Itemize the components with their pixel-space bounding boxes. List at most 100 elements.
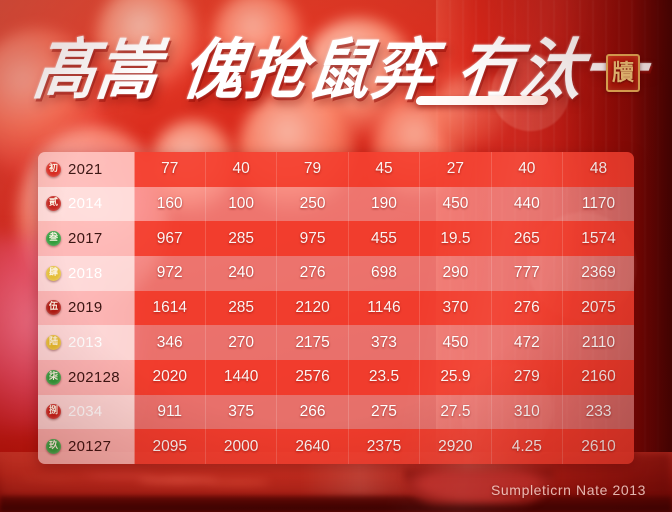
data-table-body: 初 2021 77 40 79 45 27 40 48 贰 2014 160 100 250 190 450 4… xyxy=(38,152,634,464)
table-row-year: 2013 xyxy=(68,334,103,352)
badge-icon-green: 柒 xyxy=(46,369,61,385)
table-cell: 373 xyxy=(348,325,421,360)
table-row-label-cell: 柒 202128 xyxy=(38,359,135,395)
data-table: 初 2021 77 40 79 45 27 40 48 贰 2014 160 100 250 190 450 4… xyxy=(38,152,634,464)
table-cell: 270 xyxy=(205,325,278,360)
page-title: 髙嵩 傀抢鼠弈 冇汰一 xyxy=(29,30,651,109)
table-row-year: 202128 xyxy=(68,368,120,386)
table-row-year: 2018 xyxy=(68,264,103,282)
table-cell: 967 xyxy=(134,221,206,256)
table-cell: 1574 xyxy=(562,221,634,256)
table-cell: 472 xyxy=(491,325,564,360)
table-cell: 19.5 xyxy=(419,221,492,256)
table-row-label-cell: 初 2021 xyxy=(38,152,135,187)
table-cell: 375 xyxy=(205,394,278,430)
table-row[interactable]: 初 2021 77 40 79 45 27 40 48 xyxy=(38,152,634,187)
table-cell: 370 xyxy=(419,290,492,326)
badge-icon-green: 叁 xyxy=(46,231,61,247)
table-cell: 275 xyxy=(348,394,421,430)
table-cell: 4.25 xyxy=(491,429,564,464)
lantern-blur-3 xyxy=(212,0,304,88)
table-row[interactable]: 柒 202128 2020 1440 2576 23.5 25.9 279 2160 xyxy=(38,359,634,395)
table-row-label-cell: 肆 2018 xyxy=(38,255,135,291)
table-cell: 79 xyxy=(276,152,349,187)
badge-icon-red: 贰 xyxy=(46,196,61,212)
table-row[interactable]: 叁 2017 967 285 975 455 19.5 265 1574 xyxy=(38,221,634,256)
table-cell: 2120 xyxy=(276,290,349,326)
table-cell: 265 xyxy=(491,221,564,256)
table-cell: 48 xyxy=(562,152,634,187)
table-cell: 2920 xyxy=(419,429,492,464)
table-cell: 77 xyxy=(134,152,206,187)
table-row-label-cell: 捌 2034 xyxy=(38,394,135,430)
table-cell: 698 xyxy=(348,255,421,291)
table-cell: 240 xyxy=(205,255,278,291)
table-cell: 40 xyxy=(205,152,278,187)
table-cell: 250 xyxy=(276,186,349,222)
table-cell: 777 xyxy=(491,255,564,291)
table-row[interactable]: 玖 20127 2095 2000 2640 2375 2920 4.25 2610 xyxy=(38,429,634,464)
table-cell: 2095 xyxy=(134,429,206,464)
table-cell: 2175 xyxy=(276,325,349,360)
lantern-blur-2 xyxy=(96,0,200,94)
data-table-container[interactable]: 初 2021 77 40 79 45 27 40 48 贰 2014 160 100 250 190 450 4… xyxy=(38,152,634,464)
table-row[interactable]: 捌 2034 911 375 266 275 27.5 310 233 xyxy=(38,394,634,430)
table-cell: 2110 xyxy=(562,325,634,360)
table-cell: 276 xyxy=(276,255,349,291)
table-cell: 911 xyxy=(134,394,206,430)
table-cell: 450 xyxy=(419,325,492,360)
table-cell: 2020 xyxy=(134,359,206,395)
table-cell: 290 xyxy=(419,255,492,291)
badge-icon-darkred: 伍 xyxy=(46,300,61,316)
table-cell: 2375 xyxy=(348,429,421,464)
table-row-label-cell: 贰 2014 xyxy=(38,186,135,222)
table-cell: 2576 xyxy=(276,359,349,395)
table-cell: 455 xyxy=(348,221,421,256)
seal-character: 牘 xyxy=(611,60,634,86)
table-cell: 450 xyxy=(419,186,492,222)
table-cell: 972 xyxy=(134,255,206,291)
table-row-label-cell: 叁 2017 xyxy=(38,221,135,256)
table-row[interactable]: 伍 2019 1614 285 2120 1146 370 276 2075 xyxy=(38,290,634,326)
badge-icon-red: 捌 xyxy=(46,404,61,420)
table-cell: 975 xyxy=(276,221,349,256)
table-cell: 23.5 xyxy=(348,359,421,395)
table-cell: 1440 xyxy=(205,359,278,395)
table-cell: 1614 xyxy=(134,290,206,326)
table-row[interactable]: 贰 2014 160 100 250 190 450 440 1170 xyxy=(38,186,634,222)
table-cell: 190 xyxy=(348,186,421,222)
table-cell: 440 xyxy=(491,186,564,222)
table-row-label-cell: 陆 2013 xyxy=(38,325,135,360)
table-cell: 2640 xyxy=(276,429,349,464)
table-cell: 310 xyxy=(491,394,564,430)
table-cell: 2075 xyxy=(562,290,634,326)
table-cell: 25.9 xyxy=(419,359,492,395)
table-row-year: 2021 xyxy=(68,160,103,178)
table-cell: 276 xyxy=(491,290,564,326)
table-cell: 1170 xyxy=(562,186,634,222)
table-cell: 285 xyxy=(205,290,278,326)
title-underline-stroke xyxy=(415,96,549,105)
table-cell: 346 xyxy=(134,325,206,360)
table-row-year: 2017 xyxy=(68,230,103,248)
table-row-year: 2034 xyxy=(68,403,103,421)
watermark-text: Sumpleticrn Nate 2013 xyxy=(490,482,646,498)
shelf-bowl-blur xyxy=(404,470,554,504)
table-cell: 2610 xyxy=(562,429,634,464)
badge-icon-gold: 肆 xyxy=(46,265,61,281)
table-cell: 2369 xyxy=(562,255,634,291)
table-cell: 40 xyxy=(491,152,564,187)
table-row[interactable]: 陆 2013 346 270 2175 373 450 472 2110 xyxy=(38,325,634,360)
table-cell: 233 xyxy=(562,394,634,430)
table-cell: 160 xyxy=(134,186,206,222)
table-cell: 266 xyxy=(276,394,349,430)
table-row-label-cell: 玖 20127 xyxy=(38,429,135,464)
badge-icon-green: 玖 xyxy=(46,439,61,455)
table-row[interactable]: 肆 2018 972 240 276 698 290 777 2369 xyxy=(38,255,634,291)
badge-icon-red: 初 xyxy=(46,161,61,177)
table-cell: 285 xyxy=(205,221,278,256)
table-cell: 279 xyxy=(491,359,564,395)
table-row-label-cell: 伍 2019 xyxy=(38,290,135,326)
seal-stamp: 牘 xyxy=(606,54,640,92)
